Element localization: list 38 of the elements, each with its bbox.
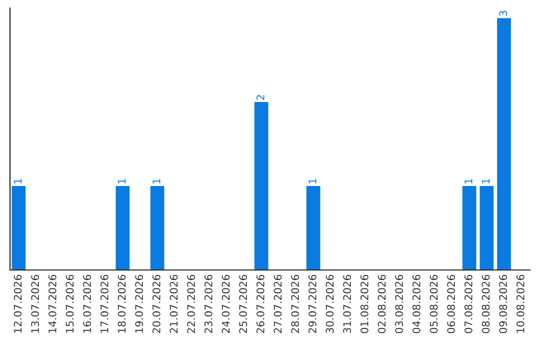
x-tick-label: 08.08.2026	[482, 274, 490, 334]
x-tick-label: 26.07.2026	[256, 274, 264, 334]
x-tick-label: 10.08.2026	[516, 274, 524, 333]
x-tick-label: 28.07.2026	[291, 274, 300, 334]
x-tick-label: 21.07.2026	[170, 274, 178, 334]
x-tick-label: 30.07.2026	[326, 274, 334, 334]
x-tick-label: 01.08.2026	[360, 274, 368, 334]
x-tick-label: 07.08.2026	[464, 274, 472, 334]
x-tick-label: 17.07.2026	[100, 274, 108, 333]
x-tick-label: 29.07.2026	[308, 274, 316, 334]
data-label: 1	[14, 178, 22, 184]
x-tick-label: 20.07.2026	[152, 274, 160, 334]
data-label: 1	[152, 178, 160, 184]
x-tick-label: 23.07.2026	[204, 274, 212, 334]
x-tick-label: 13.07.2026	[31, 274, 40, 333]
data-label: 1	[482, 178, 490, 184]
data-label: 1	[464, 178, 472, 184]
x-tick-label: 14.07.2026	[48, 274, 56, 333]
x-tick-label: 12.07.2026	[14, 274, 22, 333]
x-tick-label: 19.07.2026	[135, 274, 144, 333]
x-tick-label: 09.08.2026	[499, 274, 508, 334]
x-tick-label: 31.07.2026	[343, 274, 352, 334]
x-tick-label: 04.08.2026	[412, 274, 420, 334]
x-tick-label: 18.07.2026	[118, 274, 126, 333]
x-tick-label: 25.07.2026	[239, 274, 248, 334]
data-label: 3	[499, 10, 508, 16]
data-label: 1	[118, 178, 126, 184]
x-tick-label: 03.08.2026	[395, 274, 404, 334]
x-tick-label: 06.08.2026	[447, 274, 456, 334]
x-tick-label: 15.07.2026	[66, 274, 74, 333]
data-label: 1	[308, 178, 316, 184]
data-label: 2	[256, 95, 264, 100]
x-tick-label: 02.08.2026	[378, 274, 386, 334]
x-tick-label: 24.07.2026	[222, 274, 230, 334]
x-tick-label: 16.07.2026	[83, 274, 92, 333]
x-tick-label: 05.08.2026	[430, 274, 438, 334]
x-tick-label: 27.07.2026	[274, 274, 282, 334]
x-tick-label: 22.07.2026	[187, 274, 196, 334]
